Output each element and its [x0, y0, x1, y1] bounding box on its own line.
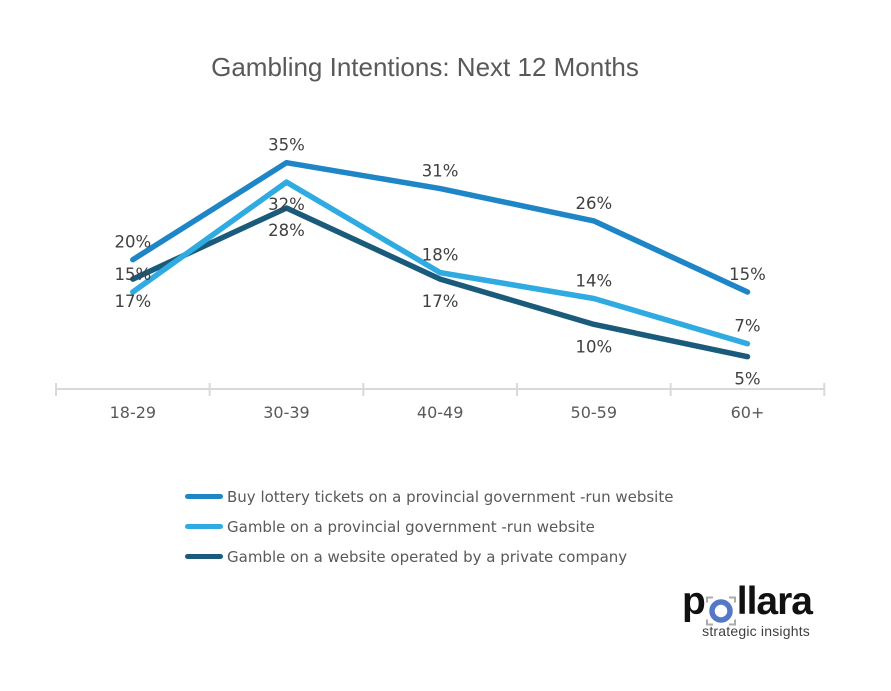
data-label-series-2: 17% [114, 292, 151, 311]
data-label-series-1: 7% [734, 317, 760, 336]
legend-item-0: Buy lottery tickets on a provincial gove… [185, 487, 674, 506]
series-line-1 [130, 179, 751, 347]
legend-marker-2 [185, 554, 223, 559]
series-line-2 [130, 205, 751, 360]
logo-wordmark: p llara [681, 580, 813, 626]
chart-title: Gambling Intentions: Next 12 Months [211, 52, 639, 82]
data-label-series-0: 26% [575, 194, 612, 213]
legend-label-1: Gamble on a provincial government -run w… [227, 517, 595, 536]
data-label-series-0: 15% [729, 265, 766, 284]
category-label: 40-49 [417, 403, 464, 422]
category-label: 50-59 [571, 403, 618, 422]
category-label: 18-29 [110, 403, 157, 422]
data-label-series-2: 5% [734, 370, 760, 389]
data-label-series-1: 18% [422, 246, 459, 265]
legend-label-0: Buy lottery tickets on a provincial gove… [227, 487, 674, 506]
legend-marker-0 [185, 494, 223, 499]
series-line-0 [130, 159, 751, 295]
bracket-top-right [728, 596, 736, 603]
bracket-bottom-left [705, 619, 713, 626]
category-label: 30-39 [263, 403, 310, 422]
data-label-series-0: 35% [268, 136, 305, 155]
logo-text-llara: llara [736, 580, 813, 623]
data-label-series-2: 10% [575, 337, 612, 356]
data-label-series-0: 20% [114, 233, 151, 252]
legend-item-2: Gamble on a website operated by a privat… [185, 547, 673, 566]
bracket-bottom-right [728, 619, 736, 626]
category-label: 60+ [731, 403, 765, 422]
legend-label-2: Gamble on a website operated by a privat… [227, 547, 628, 566]
logo-o-ring [709, 599, 733, 623]
logo-tagline: strategic insights [702, 623, 810, 639]
data-label-series-2: 28% [268, 221, 305, 240]
pollara-logo: p llara strategic insights [681, 580, 813, 639]
bracket-top-left [705, 596, 713, 603]
data-label-series-1: 15% [114, 265, 151, 284]
logo-text-p: p [681, 580, 706, 623]
legend-item-1: Gamble on a provincial government -run w… [185, 517, 673, 536]
chart-legend: Buy lottery tickets on a provincial gove… [185, 487, 674, 566]
legend-marker-1 [185, 524, 223, 529]
data-label-series-1: 32% [268, 195, 305, 214]
logo-o-ring-icon [705, 596, 736, 626]
data-label-series-0: 31% [422, 162, 459, 181]
data-label-series-2: 17% [422, 292, 459, 311]
data-label-series-1: 14% [575, 271, 612, 290]
